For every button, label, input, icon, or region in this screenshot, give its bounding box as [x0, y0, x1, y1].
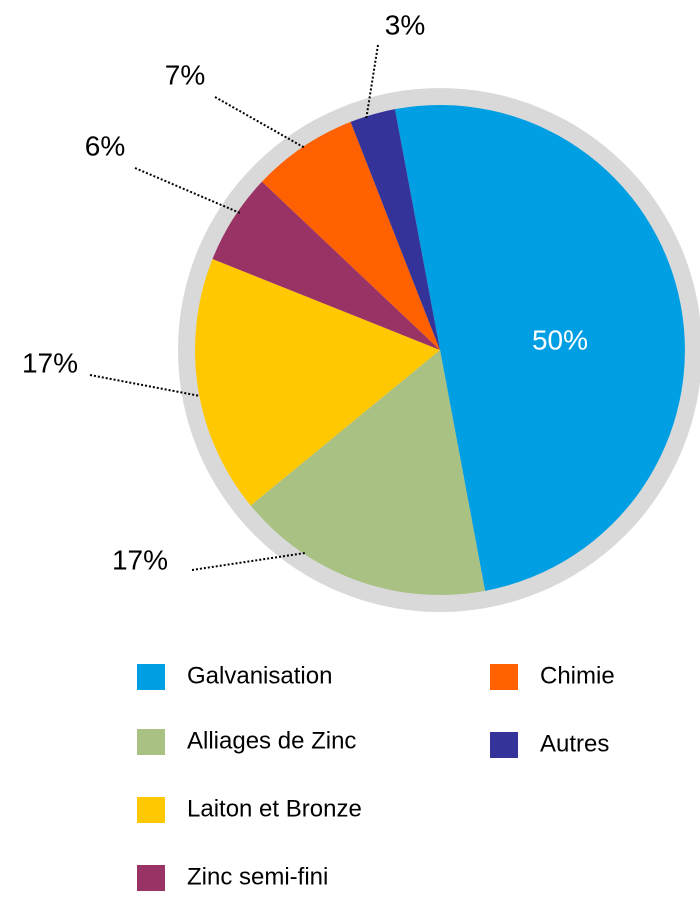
legend-swatch: [490, 732, 518, 758]
data-label: 7%: [165, 59, 205, 90]
legend-label: Galvanisation: [187, 662, 332, 689]
legend-swatch: [137, 797, 165, 823]
leader-line: [191, 552, 306, 571]
data-label: 3%: [385, 9, 425, 40]
legend-swatch: [137, 664, 165, 690]
legend-label: Chimie: [540, 662, 615, 689]
legend-label: Laiton et Bronze: [187, 795, 362, 822]
pie-slice: [394, 105, 685, 591]
leader-line: [365, 44, 379, 121]
pie-slice: [212, 181, 440, 350]
pie-slice: [350, 109, 440, 350]
leader-line: [214, 96, 306, 149]
pie-slice: [261, 121, 440, 350]
legend-swatch: [490, 664, 518, 690]
legend-swatch: [137, 865, 165, 891]
legend-label: Alliages de Zinc: [187, 727, 356, 754]
pie-slice: [195, 259, 440, 506]
pie-slice: [250, 350, 486, 595]
legend-label: Autres: [540, 730, 609, 757]
legend-swatch: [137, 729, 165, 755]
legend-label: Zinc semi-fini: [187, 863, 328, 890]
data-label: 6%: [85, 130, 125, 161]
leader-line: [134, 167, 241, 214]
data-label: 17%: [22, 347, 78, 378]
leader-line: [89, 374, 201, 397]
data-label: 17%: [112, 544, 168, 575]
data-label: 50%: [532, 324, 588, 355]
